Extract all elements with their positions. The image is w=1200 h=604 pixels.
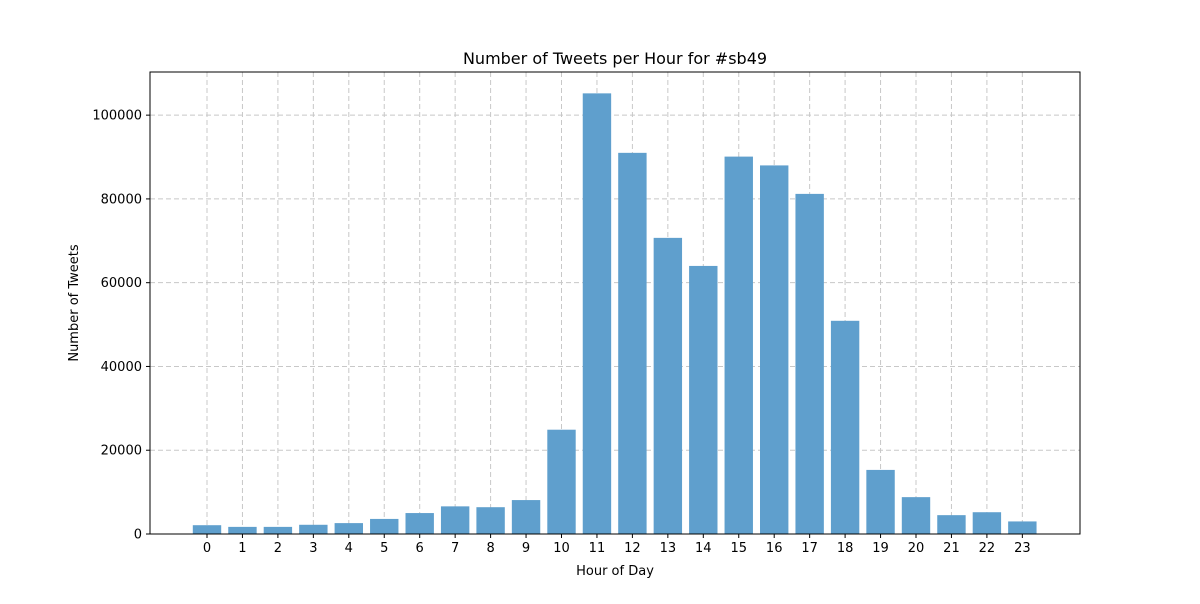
x-tick-label: 12	[624, 541, 641, 556]
x-tick-label: 1	[238, 541, 246, 556]
x-tick-label: 9	[522, 541, 530, 556]
y-axis-label: Number of Tweets	[67, 244, 82, 362]
y-tick-label: 40000	[101, 360, 142, 375]
x-tick-label: 4	[345, 541, 353, 556]
bar-hour-1	[228, 526, 257, 534]
bar-hour-10	[547, 429, 576, 534]
bar-hour-15	[724, 156, 753, 534]
bar-hour-19	[866, 469, 895, 534]
bar-hour-3	[299, 524, 328, 534]
x-axis-ticks: 0 1 2 3 4 5 6 7 8 9 10 11 12 13 14 15 16 17 18 19 20 21 22 23	[203, 534, 1031, 556]
x-tick-label: 5	[380, 541, 388, 556]
x-tick-label: 0	[203, 541, 211, 556]
x-tick-label: 15	[730, 541, 747, 556]
bar-hour-12	[618, 152, 647, 534]
bar-hour-7	[440, 506, 470, 534]
bar-hour-5	[370, 518, 399, 534]
x-tick-label: 3	[309, 541, 317, 556]
bar-hour-6	[405, 513, 434, 534]
x-tick-label: 8	[486, 541, 494, 556]
x-tick-label: 7	[451, 541, 459, 556]
bar-hour-14	[689, 265, 718, 534]
x-tick-label: 17	[801, 541, 818, 556]
x-tick-label: 11	[589, 541, 606, 556]
bar-hour-2	[263, 526, 293, 534]
x-tick-label: 18	[837, 541, 854, 556]
y-axis-ticks: 0 20000 40000 60000 80000 100000	[92, 109, 150, 543]
bar-hour-23	[1008, 521, 1037, 534]
x-tick-label: 23	[1014, 541, 1031, 556]
grid-lines	[150, 72, 1080, 535]
bar-hour-17	[795, 193, 824, 534]
bar-hour-11	[582, 93, 612, 534]
y-tick-label: 20000	[101, 444, 142, 459]
x-tick-label: 16	[766, 541, 783, 556]
plot-frame	[149, 71, 1081, 535]
bar-hour-13	[653, 237, 683, 535]
bar-hour-18	[830, 320, 860, 534]
x-tick-label: 21	[943, 541, 960, 556]
bar-hour-4	[334, 523, 363, 534]
chart-title: Number of Tweets per Hour for #sb49	[463, 49, 767, 68]
y-tick-label: 0	[134, 528, 142, 543]
y-tick-label: 100000	[92, 109, 142, 124]
x-tick-label: 20	[908, 541, 925, 556]
x-tick-label: 22	[979, 541, 996, 556]
bars	[192, 93, 1037, 535]
bar-hour-22	[972, 512, 1002, 534]
x-tick-label: 13	[660, 541, 677, 556]
x-tick-label: 10	[553, 541, 570, 556]
x-tick-label: 6	[416, 541, 424, 556]
bar-hour-0	[192, 525, 222, 534]
bar-hour-9	[511, 500, 541, 534]
x-tick-label: 14	[695, 541, 712, 556]
y-tick-label: 80000	[101, 192, 142, 207]
x-tick-label: 2	[274, 541, 282, 556]
bar-hour-16	[760, 165, 789, 534]
x-tick-label: 19	[872, 541, 889, 556]
bar-hour-8	[476, 507, 505, 534]
bar-hour-20	[901, 497, 931, 534]
x-axis-label: Hour of Day	[576, 564, 654, 579]
y-tick-label: 60000	[101, 276, 142, 291]
bar-hour-21	[937, 515, 966, 534]
